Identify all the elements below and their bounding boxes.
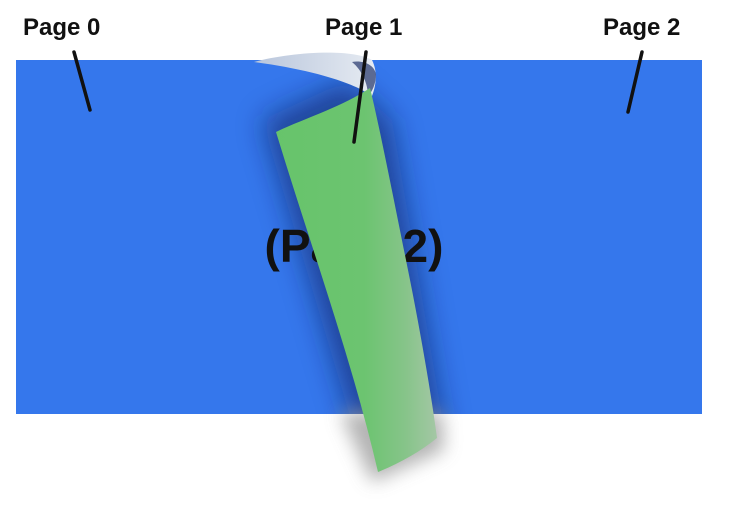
curled-page-green	[276, 88, 437, 472]
pointer-line-page1	[352, 50, 368, 144]
pointer-line-page0	[72, 50, 92, 112]
label-page1: Page 1	[325, 14, 402, 41]
pointer-line-page2	[626, 50, 644, 114]
curl-top-edge	[254, 52, 376, 96]
curl-dark-tip	[352, 61, 376, 96]
label-page2: Page 2	[603, 14, 680, 41]
label-page0: Page 0	[23, 14, 100, 41]
